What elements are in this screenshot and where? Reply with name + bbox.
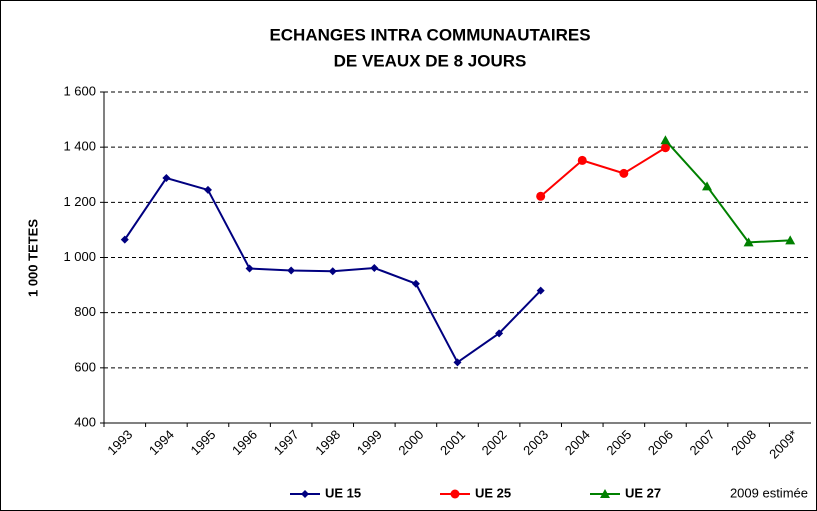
y-axis-label: 1 000 TETES — [25, 219, 40, 297]
legend-marker — [450, 489, 460, 499]
data-point — [660, 143, 670, 153]
y-tick-label: 1 400 — [63, 139, 96, 154]
data-point — [370, 263, 379, 272]
chart-title: ECHANGES INTRA COMMUNAUTAIRES — [269, 25, 590, 44]
legend-marker — [301, 490, 309, 498]
data-point — [287, 266, 296, 275]
data-point — [536, 286, 545, 295]
y-tick-label: 1 200 — [63, 194, 96, 209]
series-line — [540, 146, 666, 198]
data-point — [203, 185, 212, 194]
legend-label: UE 25 — [475, 485, 511, 500]
data-point — [660, 135, 671, 145]
data-point — [328, 267, 337, 276]
data-point — [536, 191, 546, 201]
data-point — [162, 174, 171, 183]
data-point — [577, 155, 587, 165]
y-tick-label: 400 — [74, 414, 96, 429]
series-line — [664, 139, 791, 244]
y-tick-label: 600 — [74, 359, 96, 374]
y-tick-label: 1 000 — [63, 249, 96, 264]
data-point — [245, 264, 254, 273]
note: 2009 estimée — [730, 485, 808, 500]
data-point — [411, 279, 420, 288]
legend-label: UE 15 — [325, 485, 361, 500]
y-tick-label: 1 600 — [63, 83, 96, 98]
legend-label: UE 27 — [625, 485, 661, 500]
data-point — [495, 329, 504, 338]
data-point — [453, 358, 462, 367]
data-point — [785, 235, 796, 245]
data-point — [619, 168, 629, 178]
chart-title: DE VEAUX DE 8 JOURS — [334, 51, 527, 70]
legend-marker — [600, 489, 610, 498]
y-tick-label: 800 — [74, 304, 96, 319]
data-point — [120, 235, 129, 244]
data-point — [743, 237, 754, 247]
data-point — [702, 181, 713, 191]
